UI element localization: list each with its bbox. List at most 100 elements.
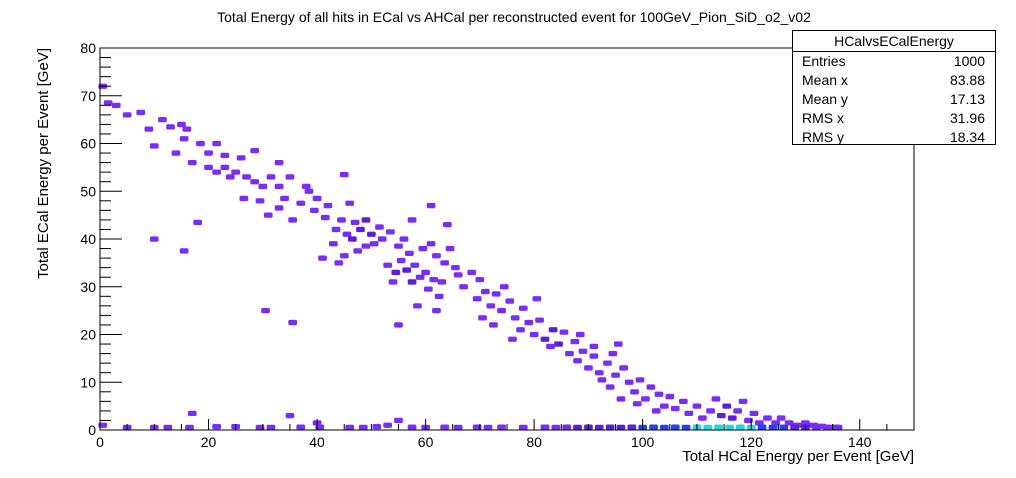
heatmap-cell	[757, 424, 767, 430]
heatmap-cell	[616, 396, 626, 402]
heatmap-cell	[475, 277, 485, 283]
heatmap-cell	[736, 424, 745, 430]
heatmap-cell	[236, 155, 246, 161]
axis-ticks	[99, 47, 915, 431]
stats-row: Mean x 83.88	[793, 71, 995, 90]
heatmap-cell	[342, 231, 352, 237]
heatmap-cell	[388, 279, 398, 285]
heatmap-cell	[717, 413, 726, 419]
heatmap-cell	[280, 195, 289, 202]
heatmap-cell	[665, 393, 675, 400]
heatmap-cell	[361, 217, 371, 223]
heatmap-cell	[196, 140, 205, 147]
y-tick-label: 20	[80, 327, 96, 343]
heatmap-cell	[660, 424, 669, 430]
heatmap-cell	[641, 396, 650, 402]
heatmap-cell	[584, 365, 593, 371]
x-tick-label: 60	[418, 434, 434, 450]
heatmap-cell	[467, 269, 477, 276]
heatmap-cell	[250, 179, 259, 185]
stats-row: Mean y 17.13	[793, 90, 995, 109]
heatmap-cell	[472, 424, 482, 430]
x-tick-label: 40	[309, 434, 325, 450]
heatmap-cell	[776, 415, 786, 421]
heatmap-cell	[182, 126, 192, 132]
heatmap-cell	[443, 222, 452, 228]
heatmap-cell	[239, 195, 249, 202]
y-tick-label: 0	[88, 422, 96, 438]
heatmap-cell	[594, 424, 604, 430]
heatmap-cell	[535, 317, 544, 323]
heatmap-cell	[489, 322, 498, 328]
heatmap-cell	[429, 277, 439, 283]
heatmap-cell	[204, 164, 213, 170]
heatmap-cell	[337, 217, 346, 223]
heatmap-cell	[459, 284, 468, 290]
heatmap-cell	[749, 410, 759, 416]
heatmap-cell	[738, 398, 748, 404]
heatmap-cells	[98, 83, 843, 430]
heatmap-cell	[603, 360, 612, 366]
heatmap-cell	[779, 424, 789, 430]
heatmap-cell	[548, 327, 558, 333]
heatmap-cell	[402, 267, 411, 273]
heatmap-cell	[405, 250, 414, 256]
heatmap-cell	[212, 140, 221, 147]
heatmap-cell	[434, 293, 444, 299]
heatmap-cell	[345, 424, 354, 430]
heatmap-cell	[684, 410, 694, 416]
heatmap-cell	[540, 424, 550, 430]
x-tick-label: 100	[631, 434, 655, 450]
heatmap-cell	[242, 174, 251, 180]
heatmap-cell	[508, 336, 517, 342]
heatmap-cell	[589, 353, 599, 359]
heatmap-cell	[432, 253, 441, 259]
stats-value: 17.13	[949, 91, 985, 107]
heatmap-cell	[212, 169, 221, 175]
heatmap-cell	[649, 424, 658, 430]
heatmap-cell	[505, 298, 515, 304]
heatmap-cell	[472, 296, 482, 302]
heatmap-cell	[554, 341, 563, 347]
x-tick-label: 0	[96, 434, 104, 450]
heatmap-cell	[483, 424, 493, 430]
heatmap-cell	[635, 377, 645, 383]
heatmap-cell	[193, 219, 202, 225]
heatmap-cell	[597, 377, 607, 383]
heatmap-cell	[149, 236, 159, 242]
heatmap-cell	[654, 391, 664, 397]
heatmap-cell	[426, 202, 436, 209]
heatmap-cell	[763, 415, 772, 421]
heatmap-cell	[573, 358, 582, 364]
x-tick-label: 80	[526, 434, 542, 450]
heatmap-cell	[418, 245, 428, 252]
heatmap-cell	[518, 424, 528, 430]
x-tick-label: 140	[848, 434, 872, 450]
heatmap-cell	[323, 202, 333, 209]
heatmap-cell	[670, 424, 680, 430]
heatmap-cell	[413, 303, 422, 309]
heatmap-cell	[608, 351, 618, 357]
heatmap-cell	[540, 336, 550, 342]
stats-value: 83.88	[949, 72, 985, 88]
heatmap-cell	[551, 424, 561, 430]
y-tick-label: 70	[80, 88, 96, 104]
stats-box: HCalvsECalEnergy Entries 1000 Mean x 83.…	[792, 30, 996, 145]
stats-row: RMS y 18.34	[793, 128, 995, 147]
heatmap-cell	[529, 331, 539, 338]
heatmap-cell	[312, 195, 322, 202]
heatmap-cell	[149, 143, 159, 149]
heatmap-cell	[733, 408, 742, 414]
heatmap-cell	[339, 171, 349, 178]
heatmap-cell	[499, 284, 509, 290]
heatmap-cell	[179, 136, 189, 142]
heatmap-cell	[301, 183, 311, 190]
heatmap-cell	[103, 100, 113, 106]
heatmap-cell	[570, 339, 580, 345]
heatmap-cell	[616, 424, 626, 430]
stats-value: 1000	[953, 53, 985, 69]
heatmap-cell	[432, 308, 441, 314]
heatmap-cell	[497, 424, 506, 430]
stats-title: HCalvsECalEnergy	[793, 31, 995, 52]
